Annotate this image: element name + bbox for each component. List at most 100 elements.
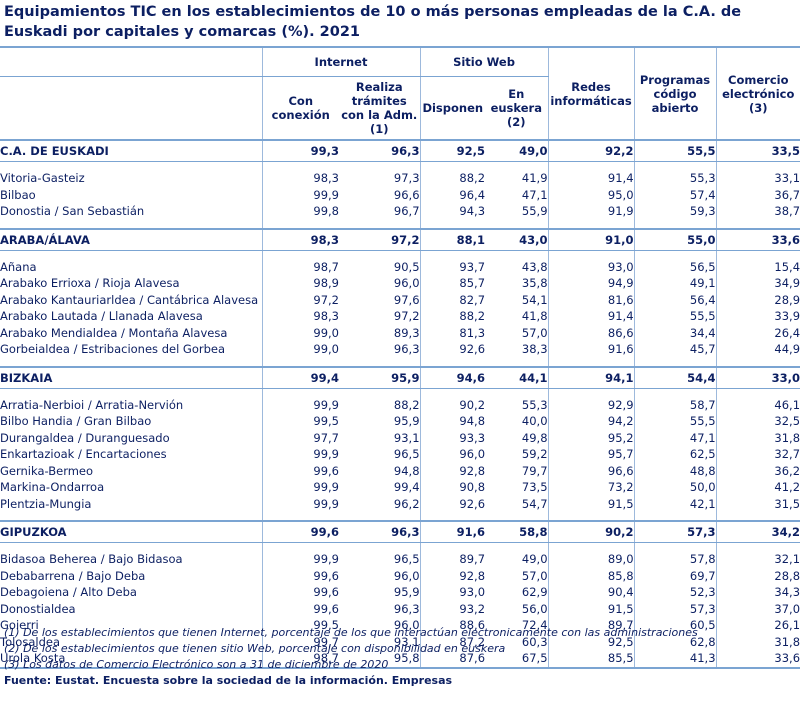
table-row-label: Debagoiena / Alto Deba <box>0 585 137 599</box>
region-row: ARABA/ÁLAVA 98,3 97,2 88,1 43,0 91,0 55,0 33,6 <box>0 227 800 251</box>
table-row-value: 57,3 <box>633 600 717 617</box>
table-row-label: Plentzia-Mungia <box>0 496 92 511</box>
table-row: Arabako Mendialdea / Montaña Alavesa 99,0… <box>0 324 800 341</box>
table-row-value: 85,7 <box>419 275 486 292</box>
table-row-label: Gorbeialdea / Estribaciones del Gorbea <box>0 342 226 356</box>
table-row-value: 96,7 <box>393 204 420 218</box>
table-row-value: 97,6 <box>393 292 420 307</box>
table-row: Bilbao 99,9 96,6 96,4 47,1 95,0 57,4 36,7 <box>0 186 800 203</box>
table-row-value: 93,1 <box>393 430 420 445</box>
table-row-value: 95,8 <box>339 650 421 669</box>
table-row-value: 95,9 <box>393 585 420 599</box>
table-row-value: 88,2 <box>419 170 486 187</box>
table-row-label: Markina-Ondarroa <box>0 480 105 494</box>
table-row-value: 47,1 <box>633 429 717 446</box>
region-row-value: 88,1 <box>419 227 486 251</box>
region-row-value: 95,9 <box>339 365 421 389</box>
table-row-value: 28,8 <box>715 567 800 584</box>
region-row-value: 55,5 <box>633 139 717 162</box>
spacer-row <box>0 512 800 521</box>
table-row-value: 87,2 <box>419 633 486 650</box>
region-row-value: 33,5 <box>715 139 800 162</box>
table-row-value: 67,5 <box>485 650 549 669</box>
table-row-value: 92,8 <box>419 567 486 584</box>
group-header-internet: Internet <box>261 46 421 77</box>
table-row-value: 99,9 <box>261 396 339 413</box>
table-row-label: Arabako Errioxa / Rioja Alavesa <box>0 276 180 290</box>
spacer-row <box>0 388 800 397</box>
table-row-label: Bilbo Handia / Gran Bilbao <box>0 414 152 428</box>
table-row-value: 95,0 <box>547 186 635 203</box>
table-row-value: 92,9 <box>547 396 635 413</box>
region-row-value: 98,3 <box>261 227 339 251</box>
table-row: Donostia / San Sebastián 99,8 96,7 94,3 55,9… <box>0 203 800 220</box>
region-row-value: 90,2 <box>547 520 635 543</box>
header-con-conexion: Con conexión <box>261 76 339 141</box>
table-row-value: 96,4 <box>419 186 486 203</box>
table-row-label: Tolosaldea <box>0 634 60 649</box>
table-row-value: 33,1 <box>715 170 800 187</box>
table-row-value: 99,5 <box>261 413 339 430</box>
table-row-value: 93,0 <box>547 258 635 275</box>
table-row-value: 97,2 <box>261 291 339 308</box>
table-row-value: 81,3 <box>419 324 486 341</box>
table-row-value: 46,1 <box>715 396 800 413</box>
table-row-value: 98,3 <box>261 170 339 187</box>
table-row-value: 93,0 <box>419 584 486 601</box>
source-note: Fuente: Eustat. Encuesta sobre la socied… <box>4 674 453 687</box>
table-row-value: 57,0 <box>521 325 548 340</box>
spacer-row <box>0 250 800 259</box>
table-row-value: 90,8 <box>419 479 486 496</box>
header-spacer <box>0 46 262 77</box>
region-row-value: 99,6 <box>261 520 339 543</box>
table-row-value: 94,8 <box>393 463 420 478</box>
table-row-value: 62,5 <box>633 446 717 463</box>
table-row-value: 72,4 <box>521 618 548 632</box>
table-row-value: 38,3 <box>521 342 548 356</box>
table-row-value: 57,4 <box>633 186 717 203</box>
table-row-value: 92,8 <box>419 462 486 479</box>
table-row-value: 42,1 <box>633 495 717 512</box>
table-row-label: Durangaldea / Duranguesado <box>0 430 170 445</box>
table-row-label: Arabako Kantauriarldea / Cantábrica Alav… <box>0 292 259 307</box>
region-row-value: 54,4 <box>633 365 717 389</box>
table-row-value: 91,4 <box>547 170 635 187</box>
region-row-value: 92,5 <box>419 139 486 162</box>
table-row-value: 73,5 <box>521 480 548 494</box>
table-row-value: 98,7 <box>261 258 339 275</box>
table-row-value: 93,7 <box>419 258 486 275</box>
table-row-value: 59,3 <box>633 203 717 220</box>
region-row-value: 94,1 <box>547 365 635 389</box>
table-row-value: 15,4 <box>715 258 800 275</box>
table-row-value: 99,6 <box>261 462 339 479</box>
table-row-value: 82,7 <box>419 291 486 308</box>
table-row: Debagoiena / Alto Deba 99,6 95,9 93,0 62,9 90… <box>0 584 800 601</box>
table-row-label: Goierri <box>0 618 39 632</box>
spacer-row <box>0 219 800 229</box>
region-row-value: 57,3 <box>633 520 717 543</box>
table-row: Tolosaldea 99,7 93,1 87,2 60,3 92,5 62,8 31,8 <box>0 633 800 650</box>
group-header-sitio-web: Sitio Web <box>419 46 549 77</box>
table-row-value: 90,2 <box>419 396 486 413</box>
table-row-value: 41,9 <box>521 171 548 185</box>
table-row-value: 31,5 <box>715 495 800 512</box>
table-row: Bilbo Handia / Gran Bilbao 99,5 95,9 94,8 40… <box>0 413 800 430</box>
table-row-value: 96,0 <box>393 618 420 632</box>
table-row-value: 91,5 <box>547 600 635 617</box>
table-row-value: 32,1 <box>715 551 800 568</box>
table-row-value: 98,3 <box>261 308 339 325</box>
sub-header-row: Con conexión Realiza trámites con la Adm… <box>0 76 800 141</box>
table-row: Gernika-Bermeo 99,6 94,8 92,8 79,7 96,6 48,8 36… <box>0 462 800 479</box>
table-row: Debabarrena / Bajo Deba 99,6 96,0 92,8 57,0 8… <box>0 567 800 584</box>
table-row-value: 85,5 <box>547 650 635 669</box>
table-row-value: 45,7 <box>633 341 717 358</box>
table-row-value: 28,9 <box>715 291 800 308</box>
table-row-value: 54,7 <box>521 496 548 511</box>
table-row-value: 90,4 <box>547 584 635 601</box>
table-row-value: 99,6 <box>261 600 339 617</box>
table-row-value: 96,6 <box>547 462 635 479</box>
table-row-value: 41,2 <box>715 479 800 496</box>
header-realiza-tramites: Realiza trámites con la Adm. (1) <box>339 76 421 141</box>
region-row: BIZKAIA 99,4 95,9 94,6 44,1 94,1 54,4 33,0 <box>0 365 800 389</box>
table-row-value: 91,6 <box>547 341 635 358</box>
